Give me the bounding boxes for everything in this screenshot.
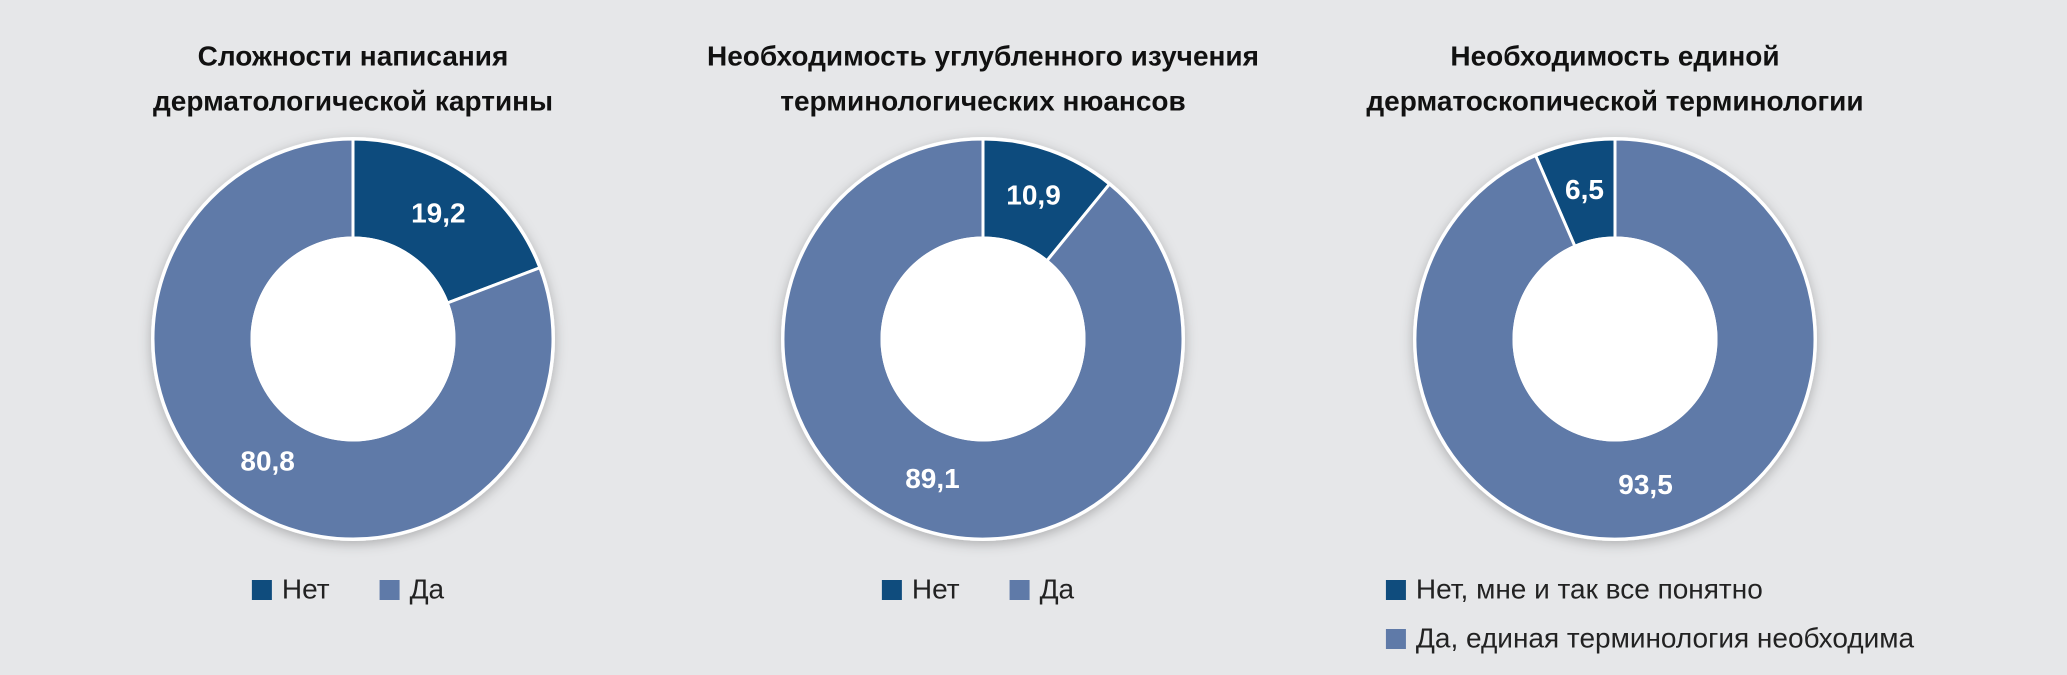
donut-hole [250, 236, 456, 442]
donut-hole [1512, 236, 1718, 442]
chart-title: Сложности написания [198, 40, 509, 71]
legend-label: Нет [912, 573, 960, 604]
value-label: 19,2 [411, 197, 466, 228]
chart-title: терминологических нюансов [780, 85, 1185, 116]
chart-title: дерматологической картины [153, 85, 553, 116]
legend-swatch [379, 580, 400, 600]
donut-hole [880, 236, 1086, 442]
donut [151, 137, 555, 541]
chart-title: дерматоскопической терминологии [1366, 85, 1863, 116]
donut [1413, 137, 1817, 541]
value-label: 89,1 [905, 463, 960, 494]
legend-swatch [881, 580, 902, 600]
value-label: 6,5 [1565, 174, 1604, 205]
chart-title: Необходимость единой [1450, 40, 1779, 71]
value-label: 80,8 [240, 445, 295, 476]
chart-title: Необходимость углубленного изучения [707, 40, 1259, 71]
value-label: 10,9 [1006, 180, 1061, 211]
legend-label: Нет [282, 573, 330, 604]
legend-swatch [251, 580, 272, 600]
value-label: 93,5 [1618, 469, 1673, 500]
legend-label: Нет, мне и так все понятно [1416, 573, 1763, 604]
legend-label: Да [1040, 573, 1075, 604]
legend-swatch [1009, 580, 1030, 600]
legend-label: Да, единая терминология необходима [1416, 622, 1915, 653]
legend-swatch [1385, 580, 1406, 600]
legend-swatch [1385, 629, 1406, 649]
donut [781, 137, 1185, 541]
legend-label: Да [410, 573, 445, 604]
